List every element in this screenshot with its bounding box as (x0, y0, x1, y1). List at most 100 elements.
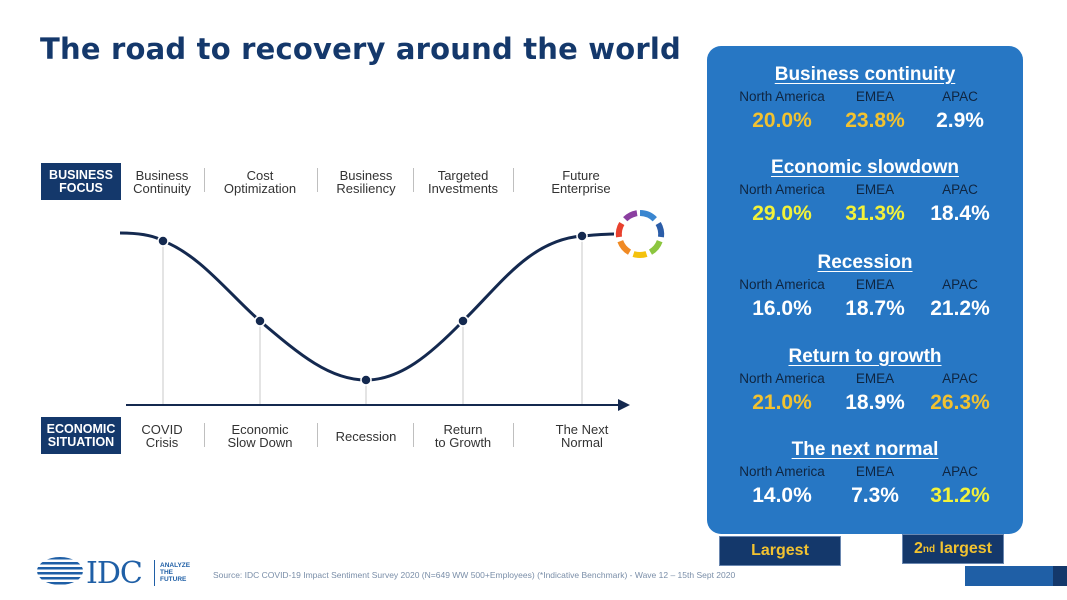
value-emea: 18.7% (845, 297, 905, 320)
section-title: The next normal (791, 439, 939, 460)
business-focus-label: BUSINESS FOCUS (41, 163, 121, 200)
value-row: 29.0% 31.3% 18.4% (707, 199, 1023, 227)
tagline-line1: ANALYZE (160, 562, 191, 569)
tagline-line3: FUTURE (160, 576, 187, 583)
situation-divider (413, 423, 414, 447)
situation-stage-return-to-growth: Return to Growth (413, 423, 513, 449)
value-row: 14.0% 7.3% 31.2% (707, 481, 1023, 509)
region-row: North America EMEA APAC (707, 274, 1023, 294)
value-emea: 7.3% (851, 484, 899, 507)
value-apac: 26.3% (930, 391, 990, 414)
region-row: North America EMEA APAC (707, 368, 1023, 388)
situation-stage-line1: Economic (231, 422, 289, 437)
section-recession: Recession North America EMEA APAC 16.0% … (707, 252, 1023, 322)
section-next-normal: The next normal North America EMEA APAC … (707, 439, 1023, 509)
value-north-america: 21.0% (752, 391, 812, 414)
logo-separator (154, 560, 155, 586)
footer-accent-bar (965, 566, 1053, 586)
source-note: Source: IDC COVID-19 Impact Sentiment Su… (213, 570, 736, 580)
recovery-curve-diagram (119, 210, 665, 411)
focus-stage-line1: Targeted (437, 168, 489, 183)
curve-point-next-normal (576, 230, 588, 242)
curve-point-recession (360, 374, 372, 386)
value-apac: 21.2% (930, 297, 990, 320)
focus-stage-line1: Cost (246, 168, 274, 183)
region-emea: EMEA (855, 182, 895, 197)
economic-situation-label-line2: SITUATION (47, 434, 115, 449)
focus-divider (204, 168, 205, 192)
situation-stage-line1: Return (443, 422, 483, 437)
region-row: North America EMEA APAC (707, 179, 1023, 199)
curve-point-covid-crisis (157, 235, 169, 247)
situation-stage-line2: Normal (561, 435, 603, 450)
page-title: The road to recovery around the world (40, 32, 682, 66)
focus-stage-line2: Resiliency (336, 181, 396, 196)
focus-stage-line2: Enterprise (551, 181, 611, 196)
focus-stage-line1: Future (562, 168, 600, 183)
region-row: North America EMEA APAC (707, 86, 1023, 106)
curve-point-return-to-growth (457, 315, 469, 327)
value-north-america: 16.0% (752, 297, 812, 320)
focus-stage-line1: Business (339, 168, 393, 183)
situation-stage-recession: Recession (316, 430, 416, 443)
section-economic-slowdown: Economic slowdown North America EMEA APA… (707, 157, 1023, 227)
value-north-america: 14.0% (752, 484, 812, 507)
value-apac: 18.4% (930, 202, 990, 225)
value-emea: 31.3% (845, 202, 905, 225)
legend-largest-label: Largest (751, 542, 809, 559)
situation-stage-next-normal: The Next Normal (532, 423, 632, 449)
legend-second-rest: largest (935, 540, 993, 557)
situation-stage-line1: Recession (335, 429, 397, 444)
value-north-america: 20.0% (752, 109, 812, 132)
situation-divider (513, 423, 514, 447)
section-title: Business continuity (774, 64, 956, 85)
value-apac: 2.9% (936, 109, 984, 132)
focus-divider (413, 168, 414, 192)
value-row: 21.0% 18.9% 26.3% (707, 388, 1023, 416)
region-north-america: North America (739, 89, 825, 104)
economic-situation-label: ECONOMIC SITUATION (41, 417, 121, 454)
tagline-line2: THE (160, 569, 173, 576)
section-title: Economic slowdown (771, 157, 959, 178)
value-emea: 18.9% (845, 391, 905, 414)
region-north-america: North America (739, 464, 825, 479)
section-business-continuity: Business continuity North America EMEA A… (707, 64, 1023, 134)
situation-divider (317, 423, 318, 447)
value-row: 20.0% 23.8% 2.9% (707, 106, 1023, 134)
region-apac: APAC (942, 464, 978, 479)
section-title: Recession (817, 252, 913, 273)
focus-divider (513, 168, 514, 192)
axis-arrow (618, 399, 630, 411)
region-emea: EMEA (855, 277, 895, 292)
focus-stage-future-enterprise: Future Enterprise (531, 169, 631, 195)
region-apac: APAC (942, 182, 978, 197)
situation-stage-line2: Crisis (145, 435, 179, 450)
value-emea: 23.8% (845, 109, 905, 132)
region-apac: APAC (942, 371, 978, 386)
focus-stage-line2: Investments (427, 181, 499, 196)
legend-second-sup: nd (922, 543, 936, 555)
region-north-america: North America (739, 182, 825, 197)
focus-stage-line1: Business (135, 168, 189, 183)
situation-stage-line1: The Next (555, 422, 609, 437)
idc-globe-logo-icon (37, 557, 83, 585)
section-title: Return to growth (788, 346, 942, 367)
economic-situation-label-line1: ECONOMIC (46, 421, 116, 436)
value-north-america: 29.0% (752, 202, 812, 225)
regional-results-panel: Business continuity North America EMEA A… (707, 46, 1023, 534)
focus-stage-targeted-investments: Targeted Investments (413, 169, 513, 195)
curve-point-economic-slowdown (254, 315, 266, 327)
situation-stage-line2: to Growth (434, 435, 492, 450)
section-return-to-growth: Return to growth North America EMEA APAC… (707, 346, 1023, 416)
business-focus-label-line2: FOCUS (59, 180, 103, 195)
region-emea: EMEA (855, 371, 895, 386)
focus-stage-business-resiliency: Business Resiliency (316, 169, 416, 195)
region-emea: EMEA (855, 89, 895, 104)
focus-stage-business-continuity: Business Continuity (112, 169, 212, 195)
region-north-america: North America (739, 371, 825, 386)
legend-second-base: 2 (913, 540, 923, 557)
idc-tagline: ANALYZE THE FUTURE (160, 562, 190, 583)
value-apac: 31.2% (930, 484, 990, 507)
situation-stage-line2: Slow Down (227, 435, 293, 450)
